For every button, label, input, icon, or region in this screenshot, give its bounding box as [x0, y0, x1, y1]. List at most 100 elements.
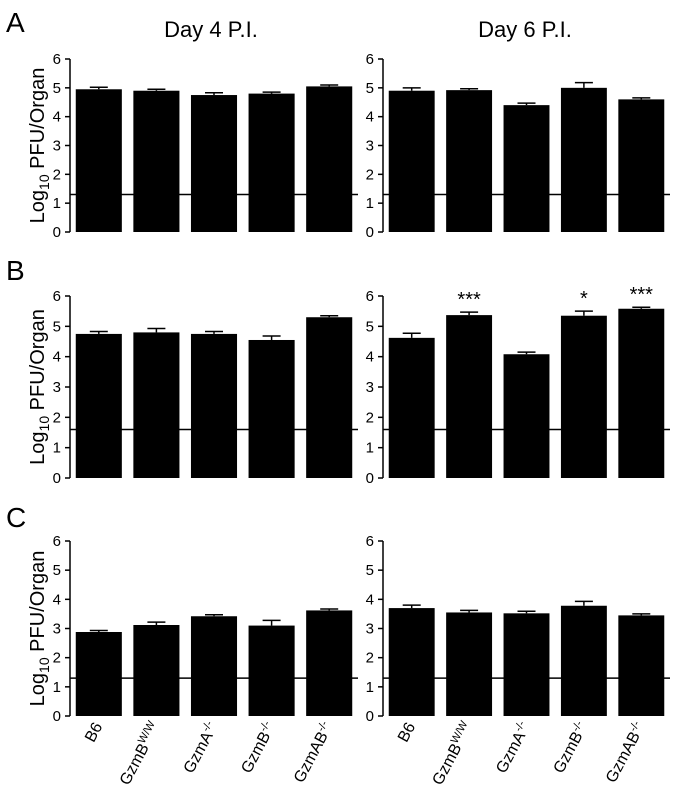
y-tick-label: 5 — [366, 562, 374, 579]
bar — [503, 105, 550, 232]
panel-label-b: B — [6, 255, 25, 286]
y-tick-label: 5 — [53, 318, 61, 335]
bar — [446, 612, 493, 716]
y-tick-label: 1 — [53, 195, 61, 212]
x-tick-label: B6 — [395, 720, 419, 745]
y-tick-label: 0 — [53, 470, 61, 487]
bar — [75, 333, 122, 478]
y-axis-label: Log10 PFU/Organ — [27, 309, 52, 465]
significance-annotation: *** — [457, 289, 481, 311]
y-tick-label: 4 — [366, 109, 374, 126]
bar — [560, 605, 607, 716]
bar — [306, 317, 353, 478]
x-tick-label: GzmB-/- — [237, 719, 280, 777]
y-tick-label: 6 — [366, 288, 374, 305]
y-tick-label: 6 — [53, 51, 61, 68]
y-tick-label: 4 — [366, 591, 374, 608]
bar — [306, 86, 353, 233]
x-tick-label: GzmB-/- — [549, 719, 592, 777]
panel-label-a: A — [6, 7, 25, 38]
y-tick-label: 2 — [366, 650, 374, 667]
x-tick-label: GzmA-/- — [492, 719, 535, 777]
y-tick-label: 6 — [366, 533, 374, 550]
y-tick-label: 2 — [53, 650, 61, 667]
y-tick-label: 5 — [366, 80, 374, 97]
y-tick-label: 2 — [366, 409, 374, 426]
y-tick-label: 4 — [53, 349, 61, 366]
bar — [618, 615, 665, 716]
y-tick-label: 3 — [53, 621, 61, 638]
bar — [503, 613, 550, 716]
chart-panel: 0 1 2 3 4 5 6 — [366, 533, 670, 725]
y-axis-label: Log10 PFU/Organ — [27, 68, 52, 224]
y-tick-label: 3 — [366, 621, 374, 638]
panel-label-c: C — [6, 502, 26, 533]
y-tick-label: 1 — [53, 440, 61, 457]
y-axis-label: Log10 PFU/Organ — [27, 551, 52, 707]
y-tick-label: 3 — [53, 138, 61, 155]
bar — [446, 315, 493, 478]
y-tick-label: 0 — [53, 708, 61, 725]
y-tick-label: 0 — [53, 224, 61, 241]
y-tick-label: 1 — [366, 195, 374, 212]
column-title-day6: Day 6 P.I. — [478, 17, 572, 42]
y-tick-label: 3 — [53, 379, 61, 396]
significance-annotation: * — [580, 288, 588, 310]
y-tick-label: 1 — [366, 679, 374, 696]
bar — [190, 616, 238, 716]
bar — [306, 610, 353, 716]
bar — [75, 89, 122, 233]
y-tick-label: 5 — [53, 80, 61, 97]
x-tick-label: GzmBW/W — [115, 718, 164, 788]
bar — [133, 332, 180, 478]
y-tick-label: 4 — [53, 591, 61, 608]
bar — [446, 90, 493, 232]
y-tick-label: 6 — [53, 288, 61, 305]
bar — [75, 632, 122, 716]
x-tick-label: GzmAB-/- — [601, 719, 649, 786]
y-tick-label: 5 — [53, 562, 61, 579]
bar — [190, 95, 238, 233]
bar — [133, 90, 180, 232]
significance-annotation: *** — [630, 284, 654, 306]
chart-panel: 0 1 2 3 4 5 6 — [366, 51, 670, 241]
y-tick-label: 4 — [366, 349, 374, 366]
y-tick-label: 2 — [53, 409, 61, 426]
bar — [503, 354, 550, 478]
x-tick-label: GzmBW/W — [428, 718, 477, 788]
y-tick-label: 4 — [53, 109, 61, 126]
y-tick-label: 0 — [366, 708, 374, 725]
bar — [248, 339, 295, 478]
y-tick-label: 0 — [366, 470, 374, 487]
bar — [388, 608, 435, 716]
y-tick-label: 5 — [366, 318, 374, 335]
y-tick-label: 2 — [366, 166, 374, 183]
y-tick-label: 2 — [53, 166, 61, 183]
x-tick-label: GzmA-/- — [179, 719, 222, 777]
bar — [560, 315, 607, 478]
bar — [190, 333, 238, 478]
x-tick-label: B6 — [82, 720, 106, 745]
y-tick-label: 6 — [366, 51, 374, 68]
x-tick-label: GzmAB-/- — [289, 719, 337, 786]
bar — [133, 625, 180, 716]
bar — [388, 337, 435, 478]
bar — [388, 90, 435, 232]
y-tick-label: 6 — [53, 533, 61, 550]
bar — [248, 93, 295, 232]
bar — [618, 308, 665, 478]
y-tick-label: 1 — [366, 440, 374, 457]
bar — [248, 625, 295, 716]
y-tick-label: 3 — [366, 138, 374, 155]
y-tick-label: 3 — [366, 379, 374, 396]
bar — [560, 87, 607, 232]
column-title-day4: Day 4 P.I. — [164, 17, 258, 42]
bar — [618, 99, 665, 232]
y-tick-label: 0 — [366, 224, 374, 241]
y-tick-label: 1 — [53, 679, 61, 696]
